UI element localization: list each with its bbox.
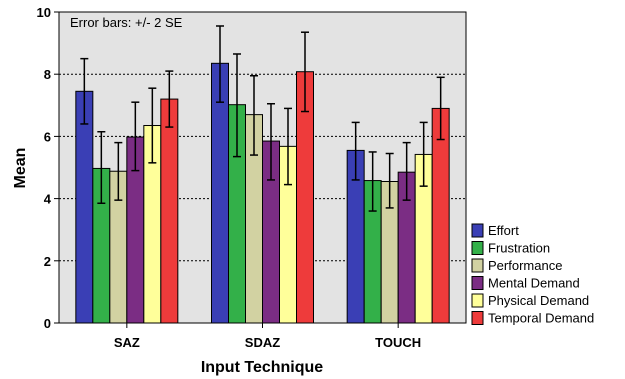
x-tick-label: SDAZ [245,335,280,350]
y-tick-label: 0 [44,316,51,331]
legend-swatch [471,258,484,273]
y-tick-label: 10 [37,5,51,20]
legend-label: Mental Demand [488,276,580,291]
y-tick-label: 8 [44,67,51,82]
legend-label: Temporal Demand [488,311,594,326]
legend-swatch [471,223,484,238]
legend-swatch [471,311,484,325]
x-tick-label: SAZ [114,335,140,350]
legend-label: Performance [488,258,562,273]
y-tick-label: 6 [44,129,51,144]
bar [160,98,179,324]
legend-swatch [471,293,484,308]
x-tick-label: TOUCH [375,335,421,350]
legend-label: Physical Demand [488,293,589,308]
bar [75,90,94,324]
x-axis-title: Input Technique [201,359,323,376]
bars [75,25,450,324]
legend: Effort Frustration Performance Mental Deman… [471,223,594,326]
error-bar-note: Error bars: +/- 2 SE [70,15,183,30]
y-axis: 0 2 4 6 8 10 [37,5,59,331]
legend-label: Frustration [488,241,550,256]
bar [431,107,450,324]
x-axis: SAZ SDAZ TOUCH [114,323,421,350]
y-axis-title: Mean [12,148,29,189]
legend-swatch [471,241,484,255]
y-tick-label: 4 [44,192,52,207]
legend-swatch [471,276,484,290]
legend-label: Effort [488,223,519,238]
y-tick-label: 2 [44,254,51,269]
